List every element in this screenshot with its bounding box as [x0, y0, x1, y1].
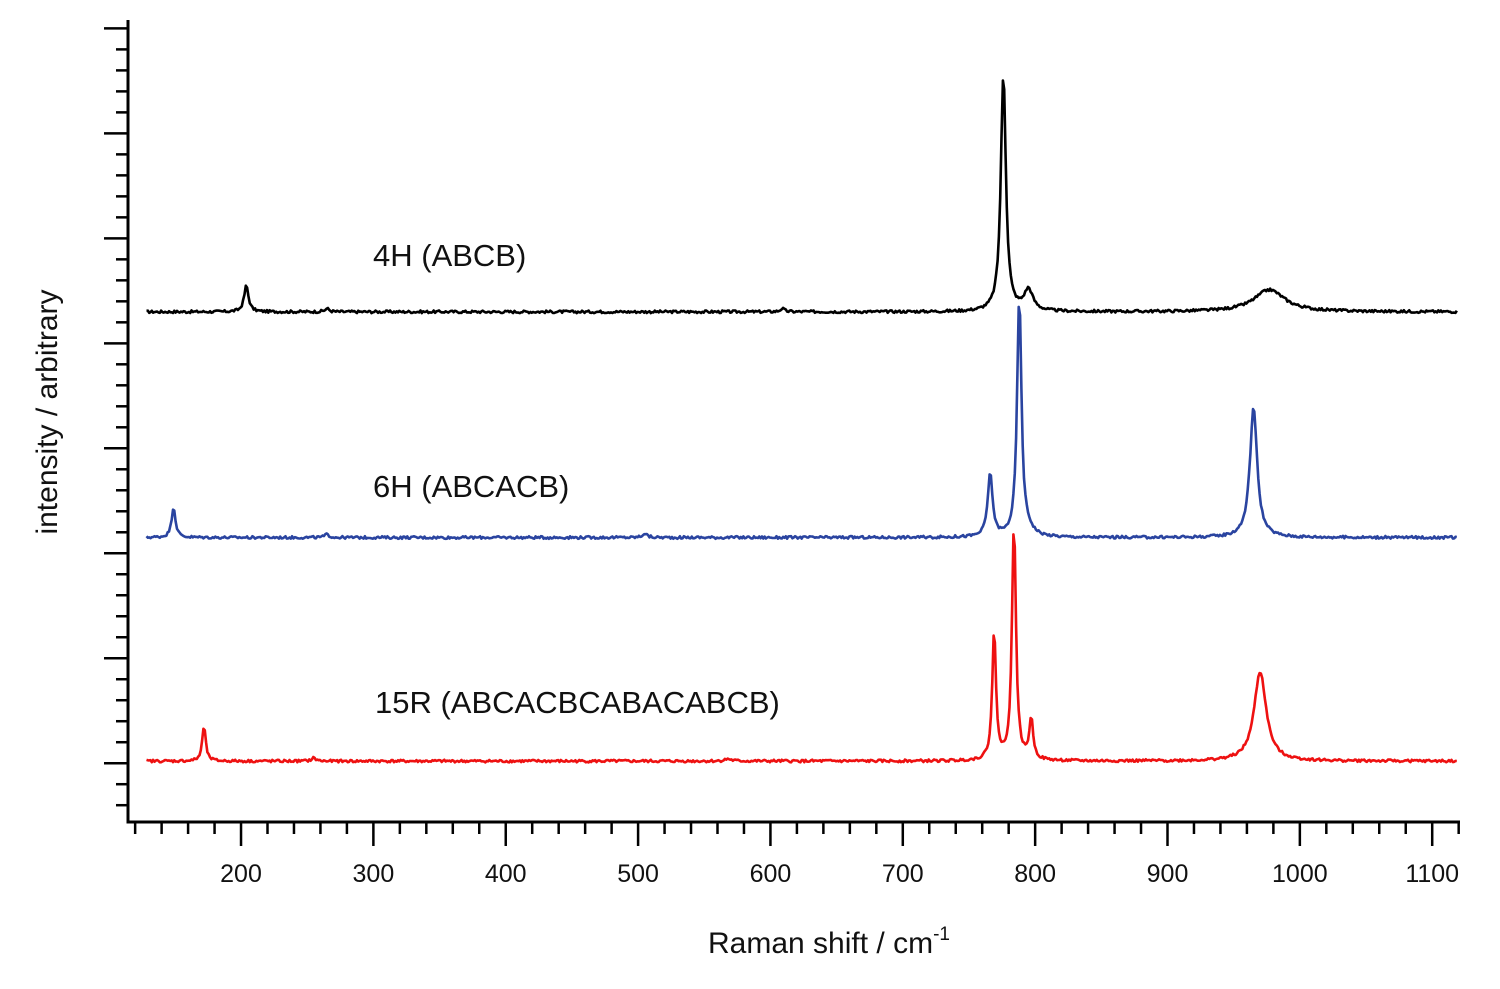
x-tick-label: 500 — [617, 860, 659, 888]
x-tick-label: 1100 — [1405, 860, 1459, 888]
x-tick-label: 200 — [220, 860, 262, 888]
x-tick-label: 600 — [750, 860, 792, 888]
series-line-2 — [146, 533, 1457, 764]
x-tick-label: 300 — [353, 860, 395, 888]
axes: 200 300 400 500 600 700 800 900 1000 1100 — [104, 20, 1460, 888]
series-line-1 — [145, 305, 1457, 541]
series-label: 15R (ABCACBCABACABCB) — [375, 685, 780, 720]
x-tick-label: 900 — [1147, 860, 1189, 888]
series-label: 4H (ABCB) — [373, 238, 526, 273]
series-line-0 — [146, 79, 1458, 315]
x-tick-label: 700 — [882, 860, 924, 888]
series-label: 6H (ABCACB) — [373, 469, 569, 504]
x-tick-label: 1000 — [1272, 860, 1328, 888]
x-axis-title: Raman shift / cm-1 — [708, 924, 950, 960]
x-tick-label: 800 — [1014, 860, 1056, 888]
y-axis-title: intensity / arbitrary — [31, 289, 64, 534]
x-tick-label: 400 — [485, 860, 527, 888]
